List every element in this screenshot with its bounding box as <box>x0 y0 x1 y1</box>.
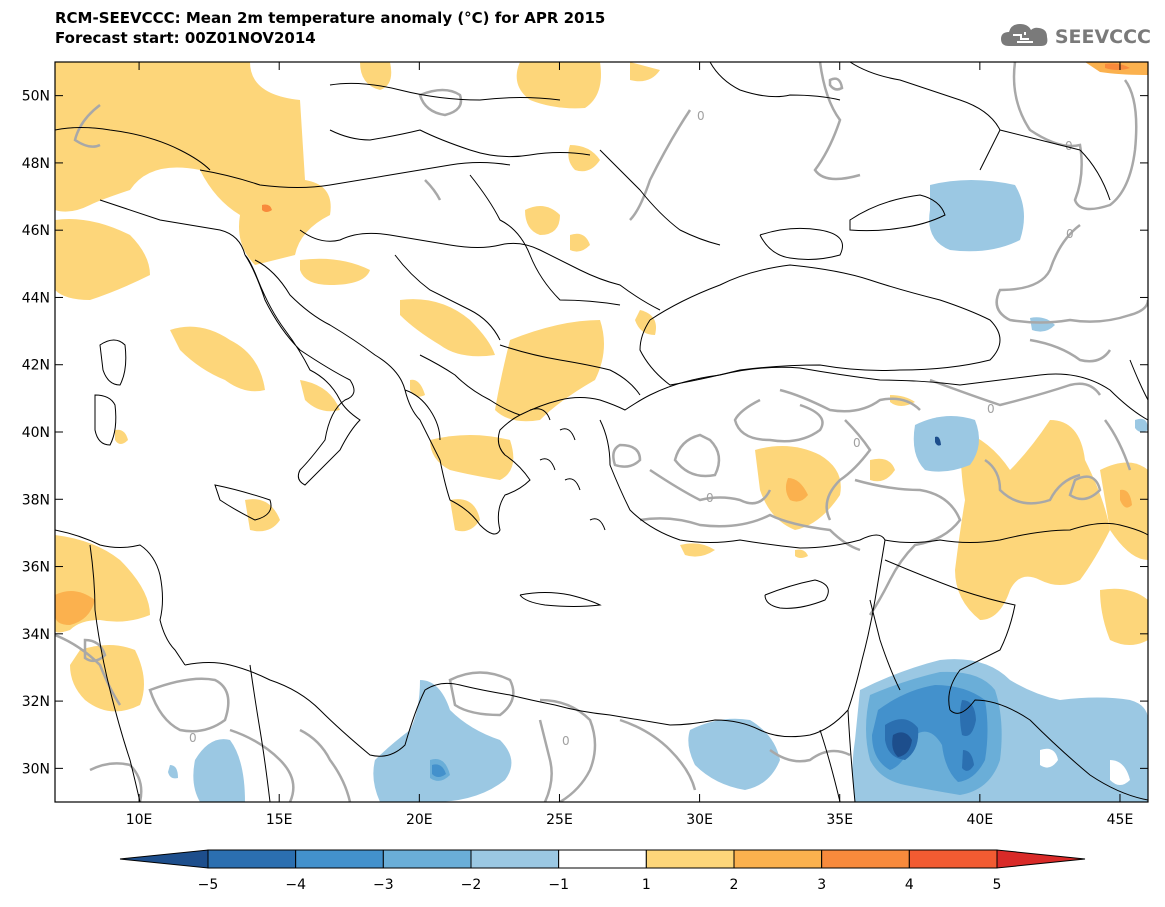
colorbar-label: 2 <box>730 877 739 893</box>
seevccc-logo: SEEVCCC <box>999 20 1151 54</box>
lat-tick-label: 50N <box>22 89 50 105</box>
colorbar-label: −3 <box>373 877 394 893</box>
coastlines-and-borders <box>55 62 1148 802</box>
lat-tick-label: 30N <box>22 761 50 777</box>
warm-anomaly-patches <box>55 62 1148 712</box>
lat-tick-label: 42N <box>22 358 50 374</box>
contour-label: 0 <box>697 109 705 123</box>
anomaly-field: 0 0 0 0 0 0 0 0 <box>55 62 1148 802</box>
lat-tick-label: 34N <box>22 627 50 643</box>
lon-tick-label: 40E <box>967 812 994 828</box>
contour-label: 0 <box>853 436 861 450</box>
lat-tick-label: 40N <box>22 425 50 441</box>
colorbar: −5 −4 −3 −2 −1 1 2 3 4 5 <box>119 849 1086 893</box>
lat-tick-label: 48N <box>22 156 50 172</box>
colorbar-box <box>558 849 647 869</box>
lat-tick-label: 32N <box>22 694 50 710</box>
colorbar-box <box>908 849 998 869</box>
lon-tick-label: 25E <box>546 812 573 828</box>
lon-tick-label: 20E <box>406 812 433 828</box>
lon-tick-label: 45E <box>1107 812 1134 828</box>
longitude-axis: 10E 15E 20E 25E 30E 35E 40E 45E <box>126 62 1134 828</box>
contour-labels: 0 0 0 0 0 0 0 0 <box>189 109 1074 748</box>
colorbar-box <box>733 849 823 869</box>
colorbar-box <box>821 849 910 869</box>
warm-anomaly-peak <box>262 63 1130 212</box>
colorbar-box <box>382 849 472 869</box>
contour-label: 0 <box>562 734 570 748</box>
colorbar-label: −4 <box>285 877 306 893</box>
contour-label: 0 <box>1065 139 1073 153</box>
lon-tick-label: 10E <box>126 812 153 828</box>
colorbar-label: −5 <box>198 877 219 893</box>
chart-title: RCM-SEEVCCC: Mean 2m temperature anomaly… <box>55 9 606 27</box>
lat-tick-label: 36N <box>22 560 50 576</box>
lat-tick-label: 44N <box>22 290 50 306</box>
cold-anomaly-gaps <box>795 748 1130 786</box>
title-block: RCM-SEEVCCC: Mean 2m temperature anomaly… <box>55 8 605 48</box>
colorbar-box <box>645 849 735 869</box>
colorbar-min-arrow <box>119 849 209 869</box>
zero-contours <box>55 62 1148 802</box>
contour-label: 0 <box>189 731 197 745</box>
latitude-axis: 30N 32N 34N 36N 38N 40N 42N 44N 46N 48N 50N <box>22 89 1148 777</box>
colorbar-box <box>470 849 560 869</box>
lat-tick-label: 38N <box>22 492 50 508</box>
colorbar-max-arrow <box>996 849 1086 869</box>
cold-anomaly-peak <box>892 436 941 757</box>
contour-label: 0 <box>1066 227 1074 241</box>
lon-tick-label: 35E <box>826 812 853 828</box>
contour-label: 0 <box>987 402 995 416</box>
colorbar-label: −2 <box>461 877 482 893</box>
lat-tick-label: 46N <box>22 223 50 239</box>
colorbar-label: 5 <box>993 877 1002 893</box>
logo-text: SEEVCCC <box>1054 26 1151 48</box>
colorbar-label: 3 <box>817 877 826 893</box>
lon-tick-label: 30E <box>686 812 713 828</box>
colorbar-label: −1 <box>548 877 569 893</box>
cloud-icon <box>999 20 1051 54</box>
lon-tick-label: 15E <box>266 812 293 828</box>
contour-label: 0 <box>706 491 714 505</box>
colorbar-label: 4 <box>905 877 914 893</box>
colorbar-label: 1 <box>642 877 651 893</box>
colorbar-box <box>207 849 297 869</box>
warm-anomaly-spots <box>55 62 1148 625</box>
forecast-start: Forecast start: 00Z01NOV2014 <box>55 29 316 47</box>
colorbar-box <box>295 849 384 869</box>
